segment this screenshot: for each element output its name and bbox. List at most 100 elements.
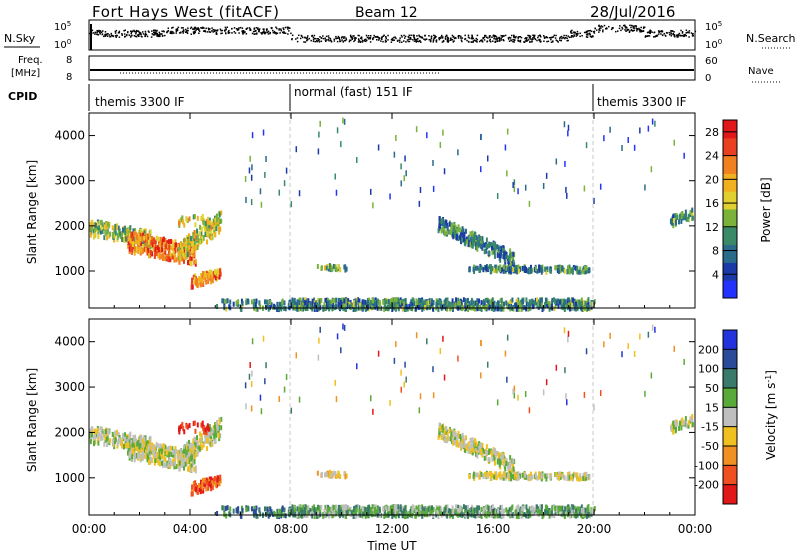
velocity-cell — [140, 455, 143, 461]
power-cell — [509, 252, 512, 258]
velocity-cell — [196, 489, 199, 495]
nsky-point — [494, 38, 497, 40]
nsky-point — [161, 30, 163, 33]
nsky-point — [196, 28, 199, 30]
power-cell — [132, 228, 135, 234]
power-cell — [525, 301, 528, 307]
velocity-cell — [345, 509, 348, 515]
nsky-point — [622, 24, 625, 27]
velocity-cell — [190, 467, 193, 473]
freq-label-1: Freq. — [18, 55, 43, 66]
velocity-cell — [143, 448, 146, 454]
power-cell — [531, 299, 534, 305]
nsky-point — [492, 34, 494, 37]
velocity-cell — [175, 464, 178, 470]
nsky-point — [418, 35, 421, 38]
nsky-point — [489, 39, 491, 42]
velocity-cell — [522, 506, 525, 512]
velocity-cell — [129, 444, 132, 450]
nsky-point — [216, 30, 218, 32]
nsky-point — [125, 34, 128, 37]
power-cell — [117, 225, 120, 231]
nsky-point — [333, 40, 336, 42]
nsky-point — [151, 33, 154, 35]
nsky-point — [358, 40, 360, 42]
nsky-point — [537, 35, 540, 37]
nsky-point — [670, 30, 672, 32]
power-cell — [421, 299, 424, 305]
velocity-cell — [355, 507, 358, 513]
power-cell — [563, 306, 566, 312]
power-cell — [447, 229, 450, 235]
velocity-cell — [320, 504, 323, 510]
power-cell — [307, 302, 310, 308]
velocity-cell — [352, 514, 355, 520]
velocity-cell — [526, 508, 529, 514]
velocity-cell — [413, 507, 416, 513]
power-cell — [400, 163, 402, 170]
cpid-label: CPID — [8, 90, 37, 103]
nsky-point — [534, 37, 536, 40]
nsky-point — [393, 39, 395, 41]
velocity-cell — [194, 442, 197, 448]
velocity-cell — [297, 513, 300, 519]
nsky-point — [636, 28, 638, 30]
nsky-point — [400, 41, 403, 43]
nsky-point — [269, 31, 271, 34]
power-cell — [175, 242, 178, 248]
velocity-cell — [205, 446, 208, 452]
velocity-cell — [514, 509, 517, 515]
velocity-cell — [207, 435, 210, 441]
nsky-point — [494, 35, 497, 37]
nsky-point — [420, 36, 423, 39]
power-cell — [418, 200, 421, 207]
nsky-point — [416, 35, 418, 37]
power-cell — [575, 304, 578, 310]
velocity-cell — [509, 511, 512, 517]
nsky-point — [283, 28, 285, 31]
power-cell — [485, 265, 488, 271]
nsky-point — [500, 39, 503, 41]
velocity-cell — [187, 466, 190, 472]
power-cell — [296, 299, 299, 305]
power-cell — [475, 234, 478, 240]
nsky-point — [284, 26, 287, 29]
power-cell — [473, 236, 476, 242]
nsky-point — [471, 35, 474, 37]
nsky-point — [503, 35, 505, 37]
power-cell — [588, 267, 591, 273]
power-cell — [216, 275, 219, 281]
freq-panel: Freq. [MHz] 8 8 60 0 Nave — [11, 55, 780, 84]
nsky-point — [245, 33, 248, 35]
velocity-cell — [512, 513, 515, 519]
nsky-point — [679, 34, 682, 37]
nsky-point — [624, 25, 626, 28]
power-cell — [129, 237, 132, 243]
velocity-cell — [528, 510, 531, 516]
nsky-point — [507, 37, 510, 39]
nsky-point — [159, 34, 161, 37]
nsky-point — [639, 29, 641, 32]
power-cell — [493, 306, 496, 312]
power-cell — [103, 224, 106, 230]
power-cell — [576, 265, 579, 271]
nsky-point — [435, 40, 438, 42]
velocity-cell — [192, 438, 195, 444]
power-cell — [459, 230, 462, 236]
nsky-point — [105, 34, 108, 36]
nsky-point — [600, 27, 602, 29]
nsky-point — [532, 37, 534, 39]
power-cell — [103, 235, 106, 241]
power-cell — [146, 233, 149, 239]
nsky-point — [598, 25, 600, 27]
power-cell — [99, 229, 102, 235]
nsky-point — [494, 41, 496, 43]
nsky-point — [330, 40, 333, 43]
power-cell — [214, 275, 217, 281]
velocity-cell — [190, 488, 193, 494]
power-cell — [348, 304, 351, 310]
power-cell — [288, 299, 291, 305]
power-cell — [493, 300, 496, 306]
velocity-cell — [444, 510, 447, 516]
velocity-cell — [133, 437, 136, 443]
